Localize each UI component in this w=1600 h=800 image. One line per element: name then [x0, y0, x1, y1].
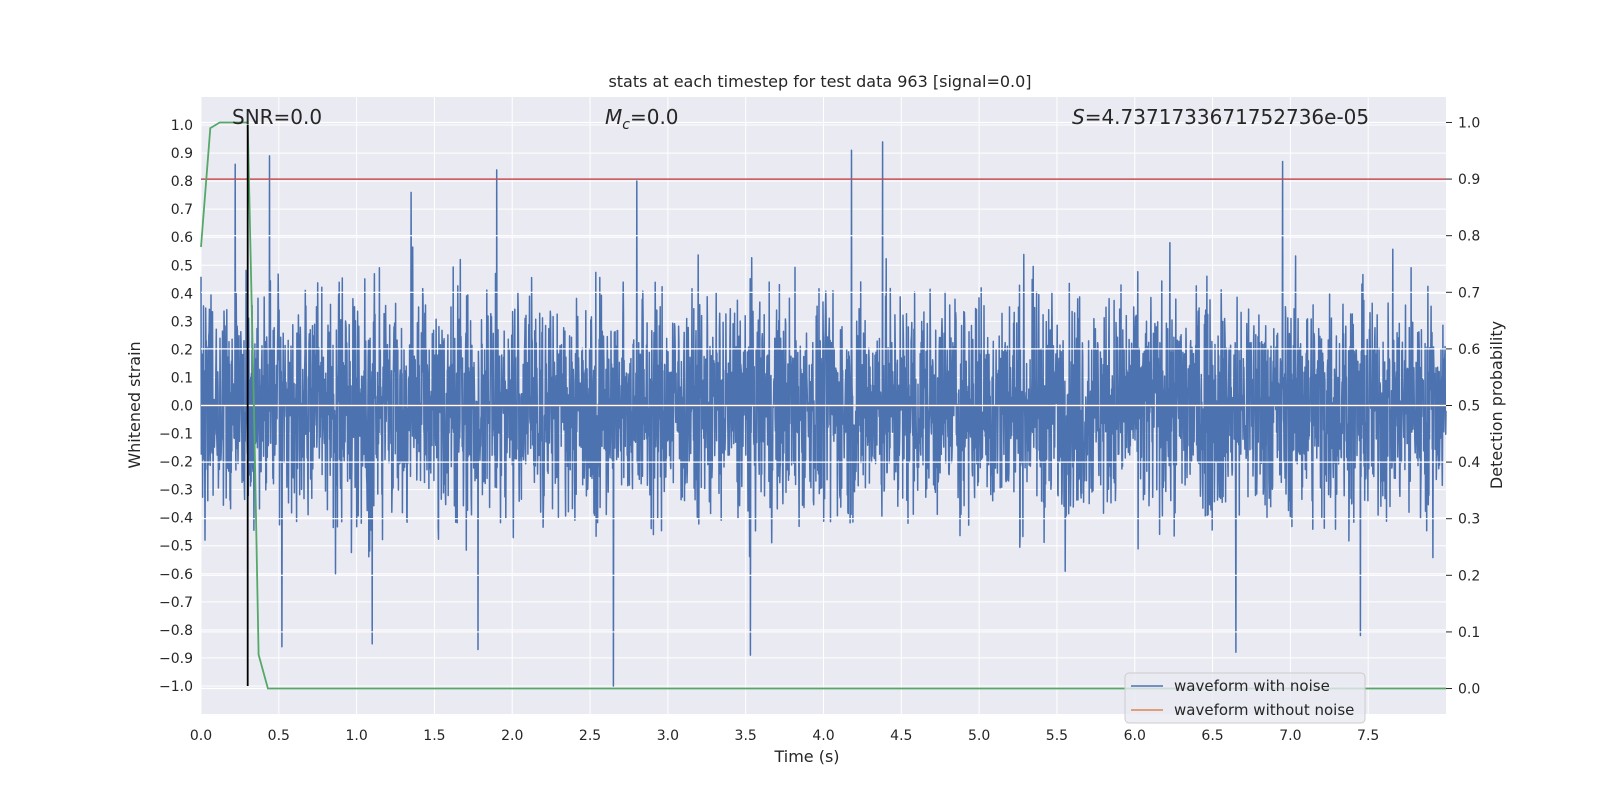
x-tick-label: 4.0	[812, 728, 834, 744]
x-tick-label: 7.0	[1279, 728, 1301, 744]
y-right-tick-label: 0.2	[1458, 568, 1480, 584]
y-tick-label: −0.7	[159, 595, 193, 611]
y-right-tick-label: 0.8	[1458, 229, 1480, 245]
y-tick-label: −0.6	[159, 567, 193, 583]
y-right-tick-label: 0.7	[1458, 285, 1480, 301]
y-axis-label: Whitened strain	[125, 341, 144, 468]
y-right-axis-label: Detection probability	[1487, 321, 1506, 489]
score-annotation: S=4.7371733671752736e-05	[1072, 105, 1369, 129]
y-tick-label: 0.6	[171, 230, 193, 246]
y-tick-label: 1.0	[171, 118, 193, 134]
y-tick-label: 0.5	[171, 258, 193, 274]
y-tick-label: −1.0	[159, 679, 193, 695]
y-tick-label: 0.7	[171, 202, 193, 218]
y-right-tick-label: 0.0	[1458, 682, 1480, 698]
score-value: =4.7371733671752736e-05	[1085, 105, 1369, 129]
snr-annotation: SNR=0.0	[232, 105, 322, 129]
score-symbol: S	[1072, 105, 1085, 129]
chirp-mass-subscript: c	[622, 117, 630, 133]
y-tick-label: −0.5	[159, 539, 193, 555]
x-tick-label: 1.0	[345, 728, 367, 744]
x-tick-label: 2.5	[579, 728, 601, 744]
y-tick-label: −0.2	[159, 455, 193, 471]
x-tick-label: 6.5	[1201, 728, 1223, 744]
y-tick-label: −0.3	[159, 483, 193, 499]
y-tick-label: 0.0	[171, 399, 193, 415]
y-tick-label: −0.1	[159, 427, 193, 443]
chirp-mass-value: =0.0	[630, 105, 679, 129]
x-tick-label: 0.0	[190, 728, 212, 744]
y-tick-label: −0.9	[159, 651, 193, 667]
legend-box	[1124, 672, 1366, 724]
series-waveform-with-noise	[200, 141, 1447, 687]
x-tick-label: 4.5	[890, 728, 912, 744]
x-tick-label: 0.5	[268, 728, 290, 744]
y-right-tick-label: 0.6	[1458, 342, 1480, 358]
x-tick-label: 5.0	[968, 728, 990, 744]
legend-label-clean: waveform without noise	[1174, 701, 1354, 719]
chart-title: stats at each timestep for test data 963…	[608, 72, 1031, 91]
y-right-tick-label: 0.5	[1458, 399, 1480, 415]
y-right-tick-label: 0.4	[1458, 455, 1480, 471]
y-tick-label: 0.3	[171, 314, 193, 330]
tick-labels: 1.0 0.9 0.8 0.7 0.6 0.5 0.4 0.3 0.2 0.1 0.0 −0.1 −0.…	[159, 115, 1480, 744]
x-tick-label: 6.0	[1124, 728, 1146, 744]
x-tick-label: 3.0	[657, 728, 679, 744]
y-right-tick-label: 0.3	[1458, 512, 1480, 528]
y-tick-label: 0.8	[171, 174, 193, 190]
chirp-mass-annotation: Mc=0.0	[605, 105, 679, 133]
x-axis-label: Time (s)	[773, 747, 839, 766]
x-tick-label: 3.5	[735, 728, 757, 744]
x-tick-label: 7.5	[1357, 728, 1379, 744]
y-right-tick-label: 0.9	[1458, 172, 1480, 188]
x-tick-label: 2.0	[501, 728, 523, 744]
legend-label-noisy: waveform with noise	[1174, 677, 1330, 695]
series-detection-probability	[200, 121, 1446, 690]
y-tick-label: 0.4	[171, 286, 193, 302]
y-tick-label: 0.2	[171, 342, 193, 358]
chirp-mass-symbol: M	[605, 105, 622, 129]
x-tick-label: 5.5	[1046, 728, 1068, 744]
x-tick-label: 1.5	[423, 728, 445, 744]
y-tick-label: 0.1	[171, 370, 193, 386]
y-tick-label: 0.9	[171, 146, 193, 162]
y-tick-label: −0.8	[159, 623, 193, 639]
y-right-tick-label: 0.1	[1458, 625, 1480, 641]
legend: waveform with noise waveform without noi…	[1124, 672, 1366, 724]
y-tick-label: −0.4	[159, 511, 193, 527]
overlay-layer	[200, 121, 1446, 690]
y-right-tick-label: 1.0	[1458, 115, 1480, 131]
